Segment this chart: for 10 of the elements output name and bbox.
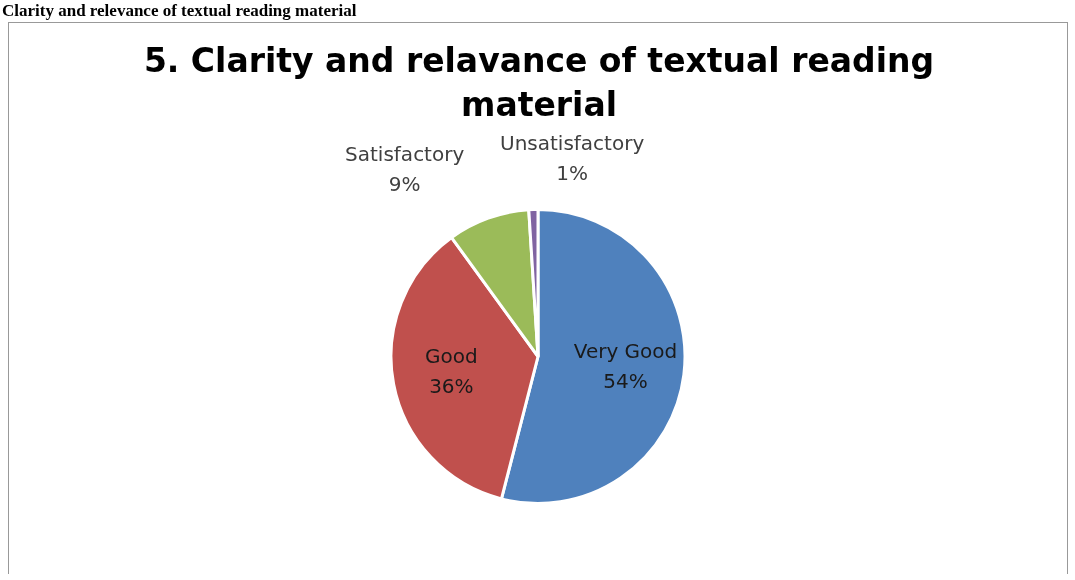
data-label: 9%: [388, 171, 421, 196]
data-label: 1%: [556, 160, 588, 185]
data-label: 36%: [429, 374, 474, 399]
slice-label: Very Good: [573, 338, 678, 363]
text: Clarity and relevance of textual reading material: [1, 0, 358, 22]
slice-label: Satisfactory: [345, 141, 465, 166]
slice-label: Unsatisfactory: [500, 130, 645, 155]
chart-title: 5. Clarity and relavance of textual reading material: [142, 40, 936, 126]
data-label: 54%: [603, 368, 648, 393]
slice-label: Good: [425, 344, 478, 369]
